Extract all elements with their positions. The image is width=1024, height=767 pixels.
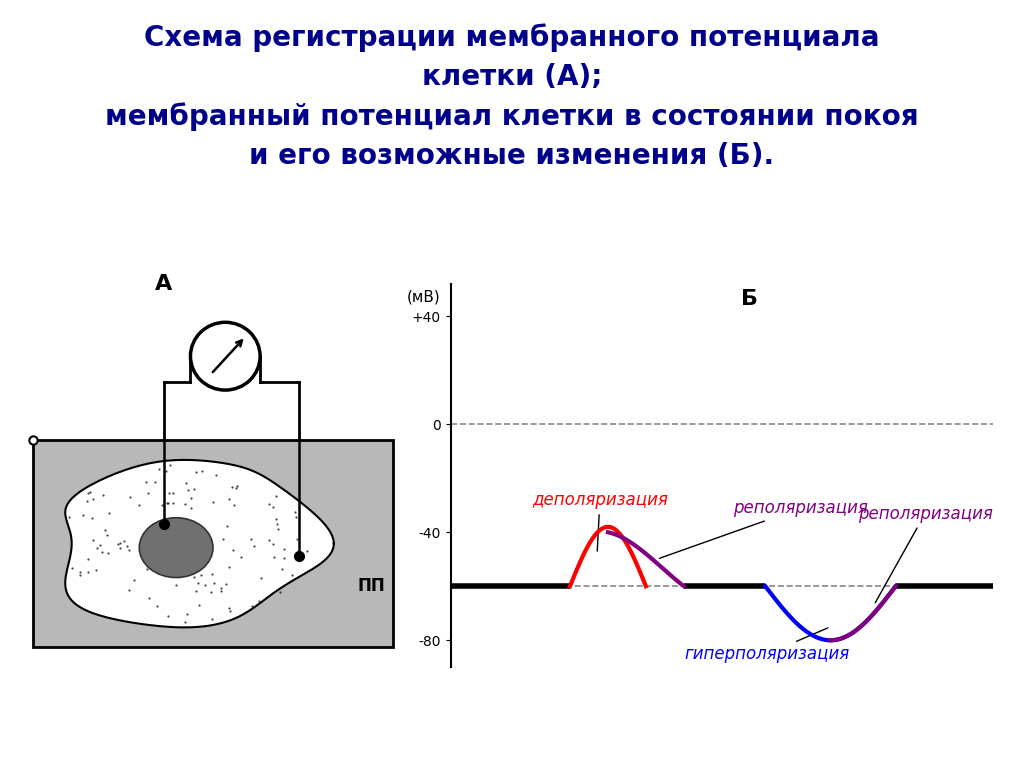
Text: реполяризация: реполяризация — [858, 505, 992, 603]
Text: Схема регистрации мембранного потенциала
клетки (А);
мембранный потенциал клетки: Схема регистрации мембранного потенциала… — [105, 23, 919, 170]
Text: деполяризация: деполяризация — [532, 491, 668, 551]
Text: гиперполяризация: гиперполяризация — [684, 628, 849, 663]
Bar — [33, 440, 393, 647]
Text: реполяризация: реполяризация — [659, 499, 867, 558]
Ellipse shape — [139, 518, 213, 578]
Circle shape — [190, 322, 260, 390]
Polygon shape — [66, 460, 334, 627]
Text: А: А — [156, 275, 172, 295]
Text: ПП: ПП — [357, 578, 385, 595]
Text: (мВ): (мВ) — [407, 289, 440, 304]
Text: Б: Б — [740, 289, 758, 309]
